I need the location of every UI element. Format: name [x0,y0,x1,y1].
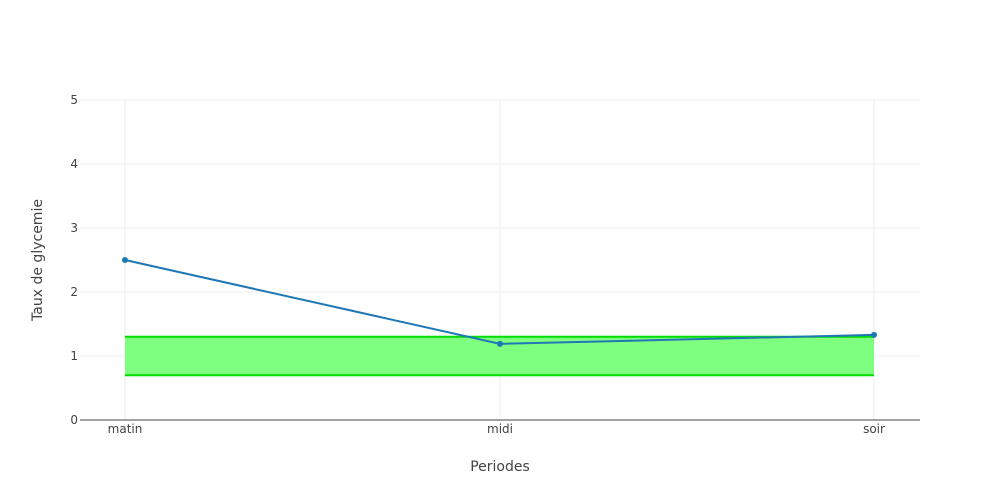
y-tick-label: 3 [70,221,78,235]
x-tick-label: matin [108,422,143,436]
y-tick-label: 0 [70,413,78,427]
x-axis-title: Periodes [470,459,530,475]
tick-labels: 0 1 2 3 4 5 matin midi soir [70,93,885,436]
y-tick-label: 2 [70,285,78,299]
y-tick-label: 1 [70,349,78,363]
x-tick-label: soir [863,422,885,436]
series [122,257,877,347]
x-tick-label: midi [487,422,513,436]
data-point[interactable] [497,340,503,347]
y-tick-label: 5 [70,93,78,107]
y-tick-label: 4 [70,157,78,171]
y-axis-title: Taux de glycemie [30,199,46,322]
data-point[interactable] [122,257,128,263]
data-point[interactable] [871,331,877,338]
